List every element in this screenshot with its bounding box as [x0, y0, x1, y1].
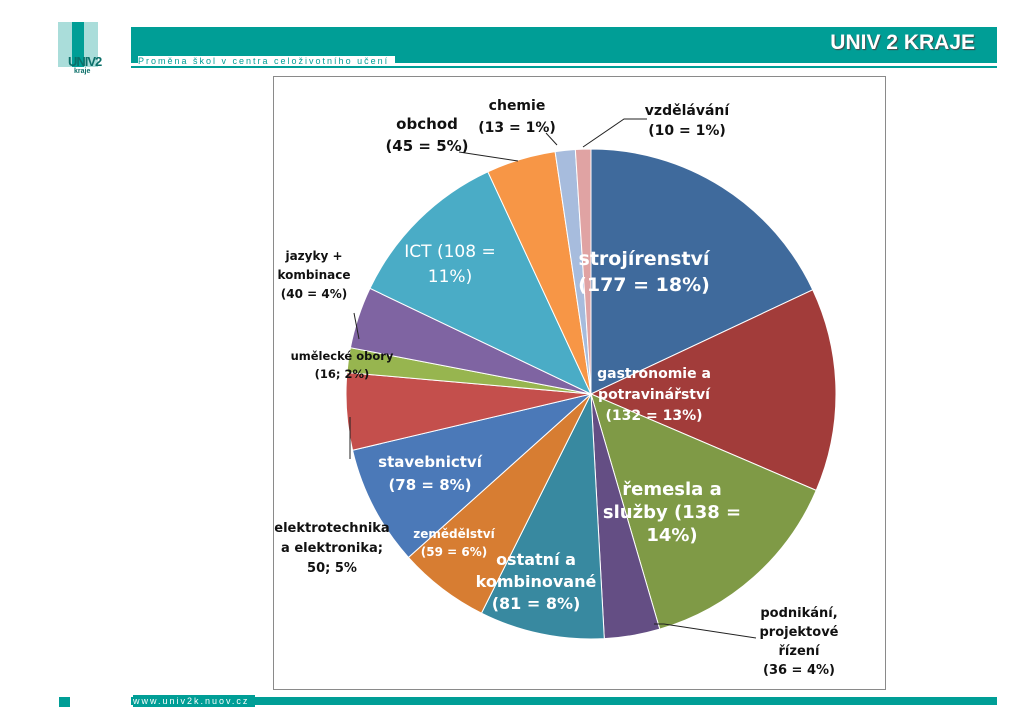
header-divider: [131, 66, 997, 68]
slice-label: 50; 5%: [307, 561, 357, 576]
slice-label: podnikání,: [760, 606, 837, 621]
slice-label: (177 = 18%): [578, 274, 710, 296]
leader-line: [654, 623, 757, 639]
pie-slice: [589, 289, 837, 492]
slice-label: 14%): [646, 525, 697, 546]
leader-line: [582, 118, 647, 148]
slice-label: služby (138 =: [603, 502, 741, 523]
footer-square: [59, 697, 70, 707]
slice-label: (45 = 5%): [385, 137, 468, 155]
slice-label: umělecké obory: [291, 349, 394, 363]
pie-slice: [590, 148, 814, 395]
slice-label: ostatní a: [496, 550, 576, 569]
slice-label: kombinované: [476, 572, 597, 591]
pie-slice: [590, 393, 817, 630]
slice-label: 11%): [428, 267, 472, 287]
slice-label: (59 = 6%): [421, 545, 487, 559]
slice-label: jazyky +: [284, 249, 342, 263]
footer-bar: [131, 697, 997, 705]
slice-label: řemesla a: [622, 479, 722, 500]
slice-label: (132 = 13%): [605, 408, 702, 424]
slice-label: ICT (108 =: [404, 242, 495, 262]
chart-frame: strojírenství (177 = 18%) gastronomie a pot…: [273, 76, 886, 690]
slice-label: potravinářství: [598, 387, 711, 403]
slice-label: (36 = 4%): [763, 663, 835, 678]
slice-label: (81 = 8%): [492, 594, 581, 613]
leader-line: [458, 151, 519, 162]
pie-slice: [574, 148, 592, 395]
slice-label: elektrotechnika: [274, 521, 389, 536]
slice-label: (10 = 1%): [648, 123, 726, 139]
slice-label: (40 = 4%): [281, 287, 347, 301]
logo-p-stem: [72, 22, 84, 67]
slice-label: strojírenství: [579, 248, 711, 270]
slice-label: (13 = 1%): [478, 120, 556, 136]
slice-label: zemědělství: [413, 527, 495, 541]
slice-label: (16; 2%): [315, 367, 370, 381]
pie-slice: [480, 392, 605, 640]
slice-label: řízení: [779, 644, 822, 659]
slice-label: (78 = 8%): [388, 476, 471, 494]
pie-slice: [351, 393, 592, 559]
leader-line: [545, 132, 558, 146]
univ2-logo: UNIV2 kraje: [58, 22, 134, 82]
pie-chart: strojírenství (177 = 18%) gastronomie a pot…: [274, 98, 838, 678]
header-tagline: Proměna škol v centra celoživotního učen…: [138, 56, 396, 66]
slice-label: gastronomie a: [597, 366, 711, 382]
slice-label: chemie: [489, 98, 546, 114]
slice-label: obchod: [396, 115, 458, 133]
header-title: UNIV 2 KRAJE: [830, 31, 975, 54]
logo-text: UNIV2: [68, 54, 102, 69]
slice-label: stavebnictví: [378, 453, 483, 471]
leader-line: [353, 312, 360, 340]
slice-label: vzdělávání: [645, 103, 731, 119]
slice-label: a elektronika;: [281, 541, 383, 556]
logo-subtext: kraje: [74, 68, 91, 75]
slice-label: projektové: [759, 625, 838, 640]
footer-url: www.univ2k.nuov.cz: [133, 695, 256, 707]
pie-slice: [369, 171, 593, 396]
slice-label: kombinace: [277, 268, 350, 282]
